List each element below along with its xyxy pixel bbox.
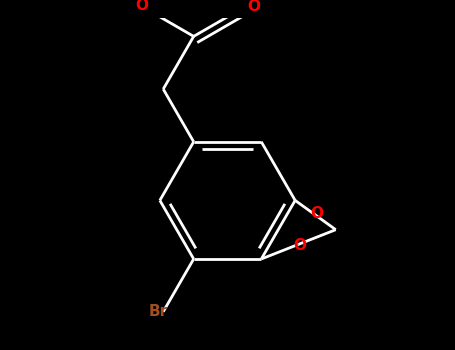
Text: O: O xyxy=(293,238,306,253)
Text: O: O xyxy=(248,0,260,14)
Text: Br: Br xyxy=(148,304,167,319)
Text: O: O xyxy=(135,0,148,13)
Text: O: O xyxy=(310,206,323,221)
